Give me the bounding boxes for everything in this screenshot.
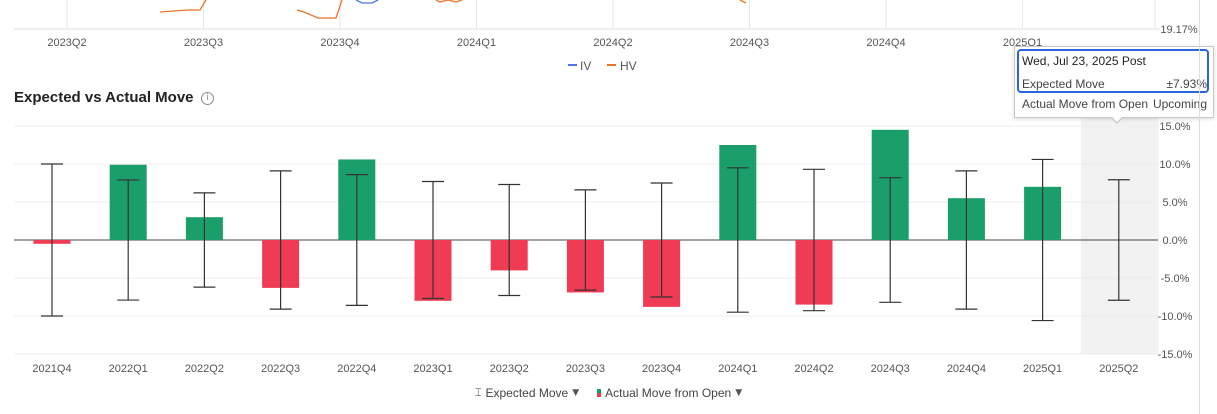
legend-expected-move[interactable]: ⌶ Expected Move ▼ bbox=[475, 385, 579, 401]
expected-move-range[interactable] bbox=[345, 174, 368, 306]
tooltip-row-actual: Actual Move from Open Upcoming bbox=[1022, 97, 1207, 111]
tooltip-label: Expected Move bbox=[1022, 77, 1105, 91]
y-tick-label: -5.0% bbox=[1161, 273, 1190, 285]
iv-legend-swatch bbox=[568, 64, 577, 66]
hv-line-segment bbox=[739, 0, 747, 4]
x-tick-label: 2022Q2 bbox=[185, 363, 224, 375]
expected-move-range[interactable] bbox=[955, 170, 978, 310]
expected-move-range[interactable] bbox=[117, 179, 140, 301]
x-tick-label: 2022Q3 bbox=[261, 363, 300, 375]
info-icon[interactable]: i bbox=[201, 92, 214, 105]
x-tick-label: 2022Q4 bbox=[337, 363, 376, 375]
x-tick-label: 2023Q2 bbox=[490, 363, 529, 375]
legend-actual-move[interactable]: Actual Move from Open ▼ bbox=[597, 385, 742, 401]
range-bar-icon: ⌶ bbox=[474, 386, 482, 399]
x-tick-label: 2024Q2 bbox=[794, 363, 833, 375]
top-legend[interactable]: IV HV bbox=[568, 59, 637, 73]
expected-move-range[interactable] bbox=[803, 168, 825, 312]
top-x-tick-label: 2024Q3 bbox=[730, 37, 769, 49]
scrollbar-track[interactable] bbox=[1199, 0, 1200, 414]
y-axis: 15.0% 10.0% 5.0% 0.0% -5.0% -10.0% -15.0% bbox=[1158, 121, 1193, 361]
iv-hv-chart: 2023Q2 2023Q3 2023Q4 2024Q1 2024Q2 2024Q3 2024… bbox=[14, 0, 1198, 73]
legend-actual-move-label: Actual Move from Open bbox=[605, 386, 732, 400]
x-tick-label: 2021Q4 bbox=[32, 363, 71, 375]
hv-line-segment bbox=[435, 0, 463, 3]
tooltip-value: ±7.93% bbox=[1166, 77, 1207, 91]
caret-down-icon[interactable]: ▼ bbox=[735, 388, 743, 398]
top-series bbox=[159, 0, 747, 19]
x-tick-label: 2024Q1 bbox=[718, 363, 757, 375]
top-x-tick-label: 2023Q4 bbox=[320, 37, 359, 49]
expected-move-range[interactable] bbox=[1031, 158, 1054, 322]
x-tick-label: 2024Q4 bbox=[947, 363, 986, 375]
tooltip-label: Actual Move from Open bbox=[1022, 97, 1149, 111]
y-tick-label: 5.0% bbox=[1162, 197, 1187, 209]
x-tick-label: 2025Q1 bbox=[1023, 363, 1062, 375]
y-tick-label: 15.0% bbox=[1159, 121, 1190, 133]
legend-expected-move-label: Expected Move bbox=[485, 386, 569, 400]
top-right-value: 19.17% bbox=[1160, 24, 1198, 36]
hv-line-segment bbox=[159, 0, 207, 13]
y-tick-label: 0.0% bbox=[1162, 235, 1187, 247]
top-x-axis: 2023Q2 2023Q3 2023Q4 2024Q1 2024Q2 2024Q3 2024… bbox=[47, 37, 1042, 49]
y-tick-label: -15.0% bbox=[1158, 349, 1193, 361]
section-title: Expected vs Actual Move bbox=[14, 89, 194, 106]
expected-move-range[interactable] bbox=[498, 183, 521, 297]
tooltip-value: Upcoming bbox=[1152, 97, 1207, 111]
x-axis: 2021Q4 2022Q1 2022Q2 2022Q3 2022Q4 2023Q1 2023… bbox=[32, 363, 1138, 375]
expected-move-range[interactable] bbox=[879, 177, 902, 303]
expected-move-range[interactable] bbox=[726, 167, 749, 313]
expected-move-range[interactable] bbox=[1107, 179, 1130, 301]
x-tick-label: 2023Q1 bbox=[413, 363, 452, 375]
expected-move-range[interactable] bbox=[422, 180, 444, 300]
top-x-tick-label: 2023Q3 bbox=[184, 37, 223, 49]
x-tick-label: 2022Q1 bbox=[109, 363, 148, 375]
tooltip-focus-outline bbox=[1017, 49, 1209, 93]
actual-move-bars bbox=[33, 129, 1062, 307]
hv-line-segment bbox=[296, 0, 343, 19]
y-tick-label: -10.0% bbox=[1158, 311, 1193, 323]
expected-move-range[interactable] bbox=[269, 170, 292, 310]
expected-move-range[interactable] bbox=[193, 192, 216, 288]
top-x-tick-label: 2024Q4 bbox=[866, 37, 905, 49]
hv-legend-label[interactable]: HV bbox=[620, 59, 637, 73]
expected-move-range[interactable] bbox=[574, 189, 597, 291]
chart-legend: ⌶ Expected Move ▼ Actual Move from Open … bbox=[0, 385, 1217, 401]
expected-move-range[interactable] bbox=[41, 163, 63, 317]
expected-vs-actual-chart: 15.0% 10.0% 5.0% 0.0% -5.0% -10.0% -15.0% 2021… bbox=[14, 116, 1193, 375]
x-tick-label: 2023Q4 bbox=[642, 363, 681, 375]
x-tick-label: 2023Q3 bbox=[566, 363, 605, 375]
tooltip-date: Wed, Jul 23, 2025 Post bbox=[1022, 54, 1146, 68]
top-x-tick-label: 2023Q2 bbox=[47, 37, 86, 49]
caret-down-icon[interactable]: ▼ bbox=[572, 388, 580, 398]
highlight-band-2025q2 bbox=[1080, 116, 1159, 354]
top-grid bbox=[66, 0, 1156, 29]
iv-legend-label[interactable]: IV bbox=[580, 59, 591, 73]
y-tick-label: 10.0% bbox=[1159, 159, 1190, 171]
x-tick-label: 2024Q3 bbox=[871, 363, 910, 375]
bar-swatch-icon bbox=[597, 389, 602, 397]
hv-legend-swatch bbox=[607, 64, 616, 66]
tooltip-row-expected: Expected Move ±7.93% bbox=[1022, 77, 1207, 91]
top-x-tick-label: 2024Q1 bbox=[457, 37, 496, 49]
expected-move-range[interactable] bbox=[650, 182, 673, 298]
tooltip-pointer bbox=[1111, 117, 1123, 124]
expected-move-ranges bbox=[41, 158, 1130, 322]
chart-tooltip: Wed, Jul 23, 2025 Post Expected Move ±7.… bbox=[1014, 46, 1214, 124]
iv-line-segment bbox=[355, 0, 379, 4]
x-tick-label: 2025Q2 bbox=[1099, 363, 1138, 375]
top-x-tick-label: 2024Q2 bbox=[593, 37, 632, 49]
